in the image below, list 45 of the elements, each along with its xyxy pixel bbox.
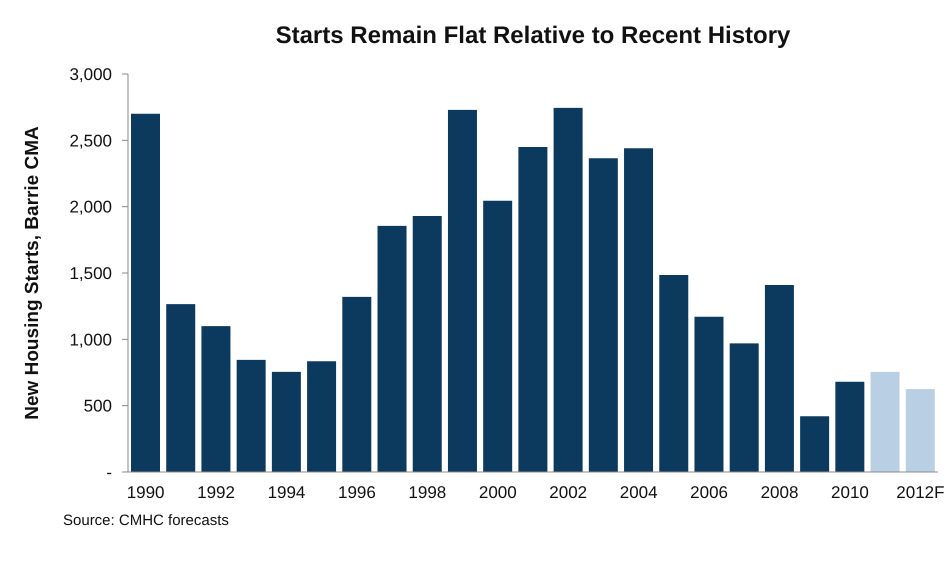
bar <box>624 148 654 472</box>
bar <box>764 284 794 472</box>
x-tick-label: 2002 <box>549 483 588 502</box>
bar <box>554 108 583 472</box>
x-tick-label: 2004 <box>620 483 658 502</box>
y-tick-label: 3,000 <box>69 65 112 84</box>
bar <box>870 372 900 472</box>
bar <box>166 304 196 472</box>
bar <box>800 416 830 472</box>
bar <box>835 382 864 472</box>
bar <box>448 110 477 472</box>
x-tick-label: 1992 <box>197 483 235 502</box>
bar <box>588 158 618 472</box>
bar <box>272 372 301 472</box>
y-tick-label: 2,000 <box>69 198 112 217</box>
bar <box>342 296 372 472</box>
bar <box>378 226 407 472</box>
x-tick-label: 1996 <box>338 483 376 502</box>
x-tick-label: 2006 <box>690 483 728 502</box>
bar <box>483 200 512 472</box>
bar <box>906 389 935 472</box>
y-tick-label: 2,500 <box>69 131 112 150</box>
x-tick-label: 2000 <box>478 483 517 502</box>
y-tick-label: - <box>106 463 112 482</box>
y-tick-label: 1,000 <box>69 330 112 350</box>
bar <box>131 114 160 472</box>
bar <box>659 274 688 472</box>
x-tick-label: 2012F <box>896 483 944 502</box>
x-tick-label: 2010 <box>831 483 869 502</box>
bar <box>694 316 724 472</box>
bar <box>412 216 442 472</box>
x-tick-label: 1998 <box>408 483 446 502</box>
bar <box>307 361 336 472</box>
y-axis-title: New Housing Starts, Barrie CMA <box>22 126 44 420</box>
bar <box>236 360 266 472</box>
source-note: Source: CMHC forecasts <box>63 512 229 529</box>
x-tick-label: 1990 <box>126 483 165 502</box>
y-tick-label: 500 <box>84 396 112 416</box>
y-tick-label: 1,500 <box>69 264 112 284</box>
bar <box>201 326 230 472</box>
x-tick-label: 2008 <box>760 483 798 502</box>
chart-title: Starts Remain Flat Relative to Recent History <box>274 22 792 50</box>
bar <box>730 343 759 472</box>
bar <box>518 146 548 472</box>
x-tick-label: 1994 <box>268 483 306 502</box>
